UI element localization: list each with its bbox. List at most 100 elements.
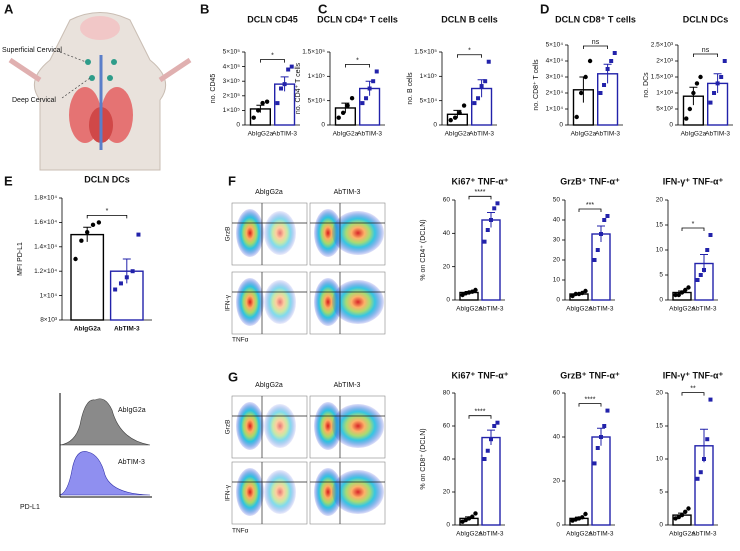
data-point — [695, 278, 700, 282]
data-point — [595, 248, 600, 252]
histogram-label: AbIgG2a — [118, 407, 146, 414]
data-point — [708, 100, 713, 105]
flow-column-label: AbIgG2a — [255, 189, 283, 196]
x-tick-label: AbIgG2a — [456, 306, 482, 313]
chart-title: GrzB⁺ TNF-α⁺ — [560, 176, 620, 186]
y-tick-label: 1×10³ — [656, 90, 674, 97]
y-axis-label: no. CD45 — [210, 74, 217, 104]
y-tick-label: 1×10⁵ — [223, 107, 241, 114]
data-point — [587, 58, 593, 64]
data-point — [602, 424, 607, 428]
flow-row-label: IFN-γ — [225, 484, 232, 501]
significance-label: * — [356, 57, 359, 64]
significance-label: * — [271, 52, 274, 59]
data-point — [679, 512, 685, 518]
flow-population — [236, 278, 264, 326]
flow-column-label: AbIgG2a — [255, 382, 283, 389]
x-tick-label: AbTIM-3 — [469, 131, 494, 138]
x-tick-label: AbTIM-3 — [479, 531, 504, 538]
data-point — [457, 110, 462, 116]
bar — [591, 436, 611, 526]
panel-letter: F — [228, 173, 236, 188]
error-bar — [256, 104, 265, 113]
data-point — [683, 287, 688, 293]
data-point — [578, 90, 584, 96]
data-point — [470, 289, 475, 294]
data-point — [466, 516, 472, 521]
illustration-label: Deep Cervical — [12, 97, 56, 104]
flow-row-label: IFN-γ — [225, 294, 232, 311]
flow-population — [264, 470, 296, 514]
y-axis-label: % on CD8⁺ (DCLN) — [420, 428, 427, 489]
significance-bracket — [681, 227, 705, 231]
data-point — [708, 397, 713, 402]
y-tick-label: 1×10⁴ — [40, 292, 58, 299]
histogram-axis-label: PD-L1 — [20, 504, 40, 511]
panel-letter: A — [4, 1, 14, 16]
x-tick-label: AbTIM-3 — [272, 131, 297, 138]
y-tick-label: 0 — [559, 122, 563, 129]
significance-label: *** — [586, 202, 594, 209]
y-tick-label: 60 — [553, 390, 561, 397]
y-tick-label: 80 — [443, 390, 451, 397]
data-point — [486, 59, 491, 64]
significance-bracket — [345, 64, 370, 68]
chart-title: Ki67⁺ TNF-α⁺ — [451, 370, 508, 380]
data-point — [599, 232, 603, 236]
data-point — [722, 59, 727, 63]
flow-plots: AbIgG2a AbTIM-3 GrzB IFN-γ TNFα AbIgG2a AbTIM-… — [225, 189, 386, 535]
data-point — [492, 424, 497, 428]
significance-label: **** — [585, 396, 596, 403]
panel-letter: C — [318, 1, 328, 16]
data-point — [687, 106, 693, 112]
significance-label: **** — [475, 409, 486, 416]
y-axis-label: no. CD4⁺ T cells — [295, 62, 302, 114]
significance-bracket — [457, 54, 482, 58]
y-tick-label: 1×10⁵ — [308, 73, 326, 80]
y-tick-label: 0 — [446, 522, 450, 529]
data-point — [691, 90, 696, 96]
x-tick-label: AbTIM-3 — [705, 131, 730, 138]
y-tick-label: 1.5×10⁵ — [414, 49, 437, 56]
data-point — [85, 229, 90, 235]
flow-population — [332, 211, 384, 255]
x-tick-label: AbIgG2a — [566, 531, 592, 538]
data-point — [609, 59, 614, 63]
y-tick-label: 2.5×10³ — [651, 42, 674, 49]
x-tick-label: AbIgG2a — [445, 131, 471, 138]
y-tick-label: 30 — [553, 237, 561, 244]
data-point — [694, 81, 700, 86]
y-tick-label: 5×10⁴ — [546, 42, 564, 49]
x-tick-label: AbIgG2a — [566, 306, 592, 313]
data-point — [676, 292, 681, 298]
error-bar — [83, 226, 92, 242]
data-point — [473, 511, 478, 516]
flow-column-label: AbTIM-3 — [334, 382, 361, 389]
y-axis-label: no. DCs — [643, 72, 650, 98]
y-tick-label: 20 — [656, 197, 664, 204]
significance-label: ** — [690, 385, 696, 392]
y-tick-label: 1.4×10⁴ — [34, 244, 57, 251]
significance-label: * — [106, 208, 109, 215]
chart-title: IFN-γ⁺ TNF-α⁺ — [663, 176, 724, 186]
y-axis-label: no. B cells — [407, 72, 414, 105]
chart-title: DCLN CD45 — [247, 14, 298, 24]
y-tick-label: 1.8×10⁴ — [34, 195, 57, 202]
data-point — [605, 67, 610, 71]
flow-population — [332, 404, 384, 448]
significance-label: **** — [475, 189, 486, 196]
significance-bracket — [260, 59, 285, 63]
data-point — [349, 96, 355, 101]
panel-letter: D — [540, 1, 549, 16]
data-point — [485, 448, 490, 453]
data-point — [130, 269, 135, 274]
data-point — [483, 79, 488, 84]
data-point — [595, 446, 600, 450]
x-tick-label: AbTIM-3 — [589, 531, 614, 538]
data-point — [583, 288, 588, 294]
data-point — [340, 110, 346, 116]
data-point — [136, 232, 141, 237]
significance-bracket — [681, 392, 705, 396]
significance-label: * — [692, 221, 695, 228]
data-point — [482, 239, 487, 244]
